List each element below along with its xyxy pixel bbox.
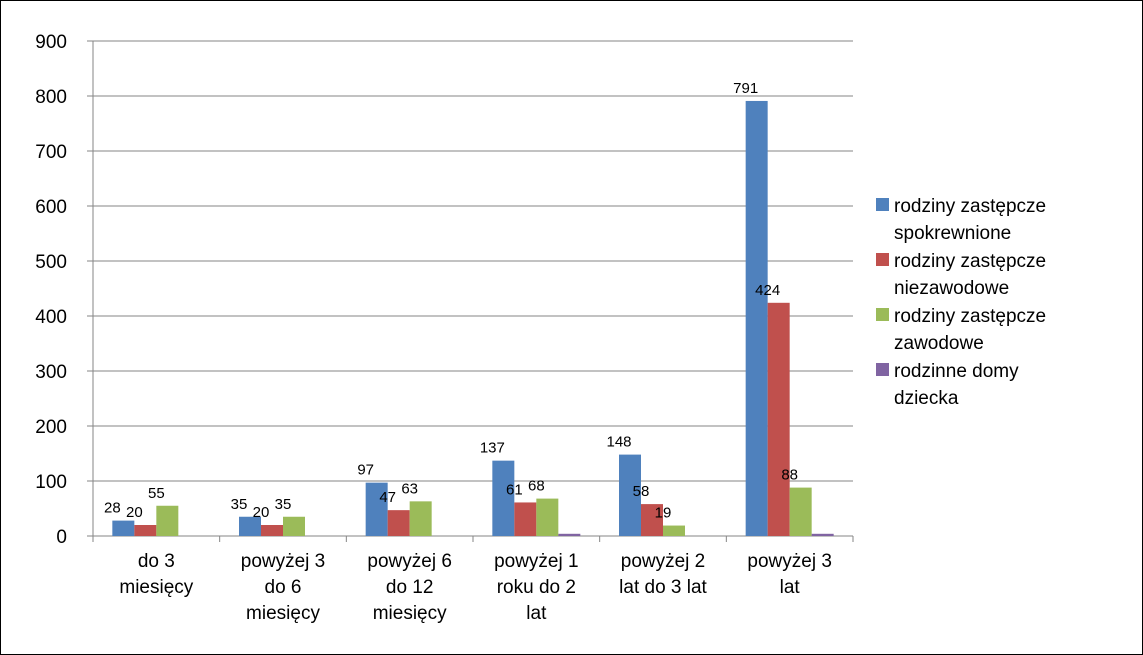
bar bbox=[619, 454, 641, 536]
data-label: 35 bbox=[231, 496, 248, 513]
x-tick-label: powyżej 6 do 12 miesięcy bbox=[367, 551, 452, 624]
legend-label-line: niezawodowe bbox=[894, 278, 1009, 299]
legend-label-line: dziecka bbox=[894, 388, 959, 409]
x-tick-label-line: powyżej 2 bbox=[621, 551, 706, 572]
data-label: 61 bbox=[506, 481, 523, 498]
bars bbox=[112, 100, 834, 536]
bar bbox=[134, 525, 157, 536]
y-tick-label: 0 bbox=[56, 527, 67, 548]
x-tick-label-line: miesięcy bbox=[373, 603, 447, 624]
data-labels: 28 35 97 137 148 791 20 20 47 61 58 424 55 35 63 68 19 88 bbox=[104, 80, 798, 522]
data-label: 97 bbox=[357, 462, 374, 479]
legend-label-line: rodzinne domy bbox=[894, 361, 1019, 382]
legend-label-line: rodziny zastępcze bbox=[894, 196, 1046, 217]
x-tick-label-line: lat bbox=[780, 577, 801, 598]
x-tick-label-line: do 3 bbox=[138, 551, 175, 572]
bar bbox=[811, 533, 834, 536]
data-label: 58 bbox=[633, 483, 650, 500]
bar bbox=[261, 525, 283, 536]
legend-label: rodziny zastępcze spokrewnione bbox=[894, 196, 1046, 244]
bar bbox=[492, 460, 515, 536]
x-tick-label-line: miesięcy bbox=[119, 577, 193, 598]
legend-swatch bbox=[876, 308, 889, 321]
bar bbox=[112, 520, 135, 536]
x-tick-label-line: lat bbox=[526, 603, 547, 624]
bar bbox=[365, 482, 388, 536]
bar bbox=[663, 525, 685, 536]
x-tick-label: powyżej 2 lat do 3 lat bbox=[619, 551, 707, 598]
x-tick-label: powyżej 1 roku do 2 lat bbox=[494, 551, 579, 624]
x-tick-label-line: do 12 bbox=[386, 577, 434, 598]
y-tick-label: 600 bbox=[35, 197, 67, 218]
data-label: 28 bbox=[104, 500, 121, 517]
y-tick-label: 300 bbox=[35, 362, 67, 383]
legend-swatch bbox=[876, 198, 889, 211]
y-tick-label: 100 bbox=[35, 472, 67, 493]
y-tick-label: 500 bbox=[35, 252, 67, 273]
bar bbox=[745, 100, 768, 536]
bar bbox=[387, 510, 410, 536]
data-label: 20 bbox=[253, 504, 270, 521]
bar bbox=[789, 487, 812, 536]
legend-label-line: zawodowe bbox=[894, 333, 984, 354]
data-label: 424 bbox=[755, 282, 780, 299]
data-label: 88 bbox=[781, 467, 798, 484]
legend-label-line: rodziny zastępcze bbox=[894, 306, 1046, 327]
bar bbox=[156, 505, 179, 536]
data-label: 68 bbox=[528, 478, 545, 495]
x-tick-label-line: powyżej 3 bbox=[241, 551, 326, 572]
x-tick-label: powyżej 3 lat bbox=[747, 551, 832, 598]
bar bbox=[239, 516, 261, 536]
legend-swatch bbox=[876, 253, 889, 266]
data-label: 63 bbox=[401, 480, 418, 497]
x-tick-label: powyżej 3 do 6 miesięcy bbox=[241, 551, 326, 624]
data-label: 47 bbox=[379, 489, 396, 506]
x-tick-label: do 3 miesięcy bbox=[119, 551, 193, 598]
legend-label: rodzinne domy dziecka bbox=[894, 361, 1019, 409]
data-label: 20 bbox=[126, 504, 143, 521]
data-label: 137 bbox=[480, 440, 505, 457]
x-tick-label-line: miesięcy bbox=[246, 603, 320, 624]
bar bbox=[767, 302, 790, 536]
bar bbox=[283, 516, 305, 536]
bar bbox=[558, 533, 581, 536]
x-tick-label-line: lat do 3 lat bbox=[619, 577, 707, 598]
data-label: 55 bbox=[148, 485, 165, 502]
y-tick-label: 900 bbox=[35, 32, 67, 53]
x-tick-label-line: powyżej 3 bbox=[747, 551, 832, 572]
bar bbox=[514, 502, 537, 536]
axes: 0 100 200 300 400 500 600 700 800 900 do 3 miesięcy… bbox=[35, 32, 854, 624]
legend-label-line: rodziny zastępcze bbox=[894, 251, 1046, 272]
data-label: 19 bbox=[655, 505, 672, 522]
data-label: 148 bbox=[606, 434, 631, 451]
bar bbox=[409, 501, 432, 536]
data-label: 35 bbox=[275, 496, 292, 513]
bar bbox=[536, 498, 559, 536]
x-tick-label-line: powyżej 1 bbox=[494, 551, 579, 572]
legend-label-line: spokrewnione bbox=[894, 223, 1011, 244]
y-tick-label: 800 bbox=[35, 87, 67, 108]
gridlines bbox=[93, 40, 853, 482]
y-tick-label: 400 bbox=[35, 307, 67, 328]
bar bbox=[641, 504, 663, 536]
x-tick-label-line: powyżej 6 bbox=[367, 551, 452, 572]
legend-label: rodziny zastępcze zawodowe bbox=[894, 306, 1046, 354]
y-tick-label: 700 bbox=[35, 142, 67, 163]
legend-label: rodziny zastępcze niezawodowe bbox=[894, 251, 1046, 299]
y-tick-label: 200 bbox=[35, 417, 67, 438]
data-label: 791 bbox=[733, 80, 758, 97]
x-tick-label-line: do 6 bbox=[265, 577, 302, 598]
x-tick-label-line: roku do 2 bbox=[497, 577, 576, 598]
legend-swatch bbox=[876, 363, 889, 376]
